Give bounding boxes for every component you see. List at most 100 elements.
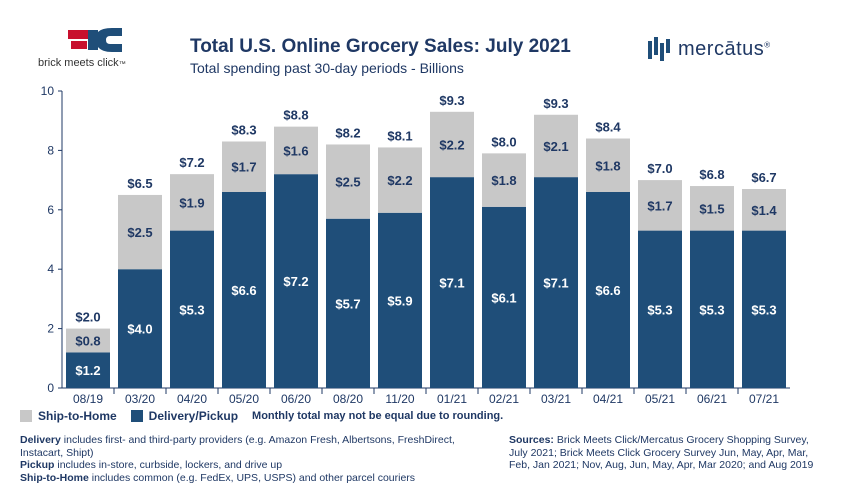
bar-ship-to-home	[222, 141, 266, 192]
bar-delivery-pickup	[222, 191, 266, 388]
bar-delivery-pickup	[742, 230, 786, 388]
data-label-total: $9.3	[543, 96, 568, 111]
data-label-total: $8.2	[335, 125, 360, 140]
x-tick-label: 04/21	[593, 392, 623, 406]
bar-ship-to-home	[534, 114, 578, 178]
data-label-delivery-pickup: $7.1	[543, 276, 568, 291]
data-label-delivery-pickup: $6.6	[595, 283, 620, 298]
sources-footnote: Sources: Brick Meets Click/Mercatus Groc…	[509, 434, 829, 472]
ship-to-home-definition: includes common (e.g. FedEx, UPS, USPS) …	[88, 471, 416, 484]
legend-swatch-ship-to-home	[20, 410, 32, 422]
bar-delivery-pickup	[274, 174, 318, 388]
bar-delivery-pickup	[482, 206, 526, 388]
bar-ship-to-home	[170, 174, 214, 231]
x-tick-label: 03/21	[541, 392, 571, 406]
data-label-total: $6.8	[699, 167, 724, 182]
bar-ship-to-home	[326, 144, 370, 219]
legend-label-delivery-pickup: Delivery/Pickup	[148, 409, 239, 423]
x-tick-label: 08/19	[73, 392, 103, 406]
brick-meets-click-logo-icon	[68, 28, 122, 52]
data-label-total: $8.3	[231, 122, 256, 137]
bar-ship-to-home	[742, 189, 786, 231]
data-label-total: $6.5	[127, 176, 152, 191]
data-label-ship-to-home: $1.9	[179, 195, 204, 210]
x-tick-label: 01/21	[437, 392, 467, 406]
bar-ship-to-home	[378, 147, 422, 213]
bar-ship-to-home	[66, 328, 110, 353]
bar-delivery-pickup	[170, 230, 214, 388]
mercatus-logo-icon	[648, 37, 670, 61]
bar-ship-to-home	[482, 153, 526, 207]
data-label-total: $8.8	[283, 108, 308, 123]
bar-delivery-pickup	[118, 269, 162, 388]
data-label-delivery-pickup: $5.3	[179, 302, 204, 317]
y-tick-label: 2	[47, 322, 54, 336]
y-tick-label: 10	[41, 84, 55, 98]
data-label-delivery-pickup: $5.9	[387, 293, 412, 308]
x-tick-label: 05/20	[229, 392, 259, 406]
y-tick-label: 6	[47, 203, 54, 217]
y-tick-label: 0	[47, 381, 54, 395]
data-label-delivery-pickup: $4.0	[127, 322, 152, 337]
data-label-delivery-pickup: $5.3	[751, 302, 776, 317]
bar-ship-to-home	[690, 186, 734, 231]
bar-delivery-pickup	[378, 212, 422, 388]
chart-subtitle: Total spending past 30-day periods - Bil…	[190, 60, 464, 76]
data-label-delivery-pickup: $6.6	[231, 283, 256, 298]
mercatus-logo: mercātus®	[648, 34, 771, 64]
x-tick-label: 03/20	[125, 392, 155, 406]
data-label-total: $7.2	[179, 155, 204, 170]
chart-legend: Ship-to-Home Delivery/Pickup Monthly tot…	[20, 409, 503, 423]
data-label-ship-to-home: $2.5	[127, 225, 152, 240]
chart-title: Total U.S. Online Grocery Sales: July 20…	[190, 36, 571, 57]
data-label-total: $8.0	[491, 134, 516, 149]
sources-text: Brick Meets Click/Mercatus Grocery Shopp…	[509, 434, 814, 471]
legend-item-delivery-pickup: Delivery/Pickup	[130, 409, 239, 423]
bar-delivery-pickup	[430, 177, 474, 388]
data-label-ship-to-home: $2.1	[543, 139, 568, 154]
x-tick-label: 05/21	[645, 392, 675, 406]
data-label-total: $7.0	[647, 161, 672, 176]
bar-delivery-pickup	[586, 191, 630, 388]
data-label-delivery-pickup: $6.1	[491, 290, 516, 305]
data-label-total: $2.0	[75, 310, 100, 325]
data-label-delivery-pickup: $1.2	[75, 363, 100, 378]
data-label-ship-to-home: $2.2	[439, 137, 464, 152]
x-tick-label: 02/21	[489, 392, 519, 406]
brick-meets-click-wordmark: brick meets click	[38, 57, 119, 69]
y-tick-label: 4	[47, 262, 54, 276]
y-tick-label: 8	[47, 143, 54, 157]
trademark-symbol: ™	[118, 61, 126, 68]
data-label-ship-to-home: $1.5	[699, 201, 724, 216]
data-label-ship-to-home: $1.6	[283, 143, 308, 158]
bar-delivery-pickup	[66, 352, 110, 388]
x-tick-label: 08/20	[333, 392, 363, 406]
x-tick-label: 07/21	[749, 392, 779, 406]
data-label-total: $8.4	[595, 120, 621, 135]
x-tick-label: 11/20	[385, 392, 414, 406]
legend-swatch-delivery-pickup	[130, 410, 143, 422]
data-label-total: $6.7	[751, 170, 776, 185]
delivery-definition: includes first- and third-party provider…	[20, 434, 455, 459]
data-label-ship-to-home: $0.8	[75, 333, 100, 348]
bar-delivery-pickup	[534, 177, 578, 388]
legend-item-ship-to-home: Ship-to-Home	[20, 409, 117, 423]
sources-term: Sources:	[509, 434, 554, 446]
bar-ship-to-home	[118, 194, 162, 270]
definitions-footnote: Delivery includes first- and third-party…	[20, 434, 490, 484]
mercatus-wordmark: mercātus	[678, 37, 765, 60]
data-label-delivery-pickup: $7.1	[439, 276, 464, 291]
delivery-term: Delivery	[20, 434, 61, 446]
bar-delivery-pickup	[326, 218, 370, 388]
brick-meets-click-logo: brick meets click™	[38, 10, 148, 72]
data-label-total: $9.3	[439, 93, 464, 108]
data-label-ship-to-home: $2.5	[335, 175, 360, 190]
data-label-delivery-pickup: $5.3	[647, 302, 672, 317]
legend-label-ship-to-home: Ship-to-Home	[38, 409, 117, 423]
bar-ship-to-home	[274, 126, 318, 175]
x-tick-label: 06/20	[281, 392, 311, 406]
x-tick-label: 06/21	[697, 392, 727, 406]
data-label-delivery-pickup: $7.2	[283, 274, 308, 289]
pickup-definition: includes in-store, curbside, lockers, an…	[54, 459, 283, 471]
x-tick-label: 04/20	[177, 392, 207, 406]
